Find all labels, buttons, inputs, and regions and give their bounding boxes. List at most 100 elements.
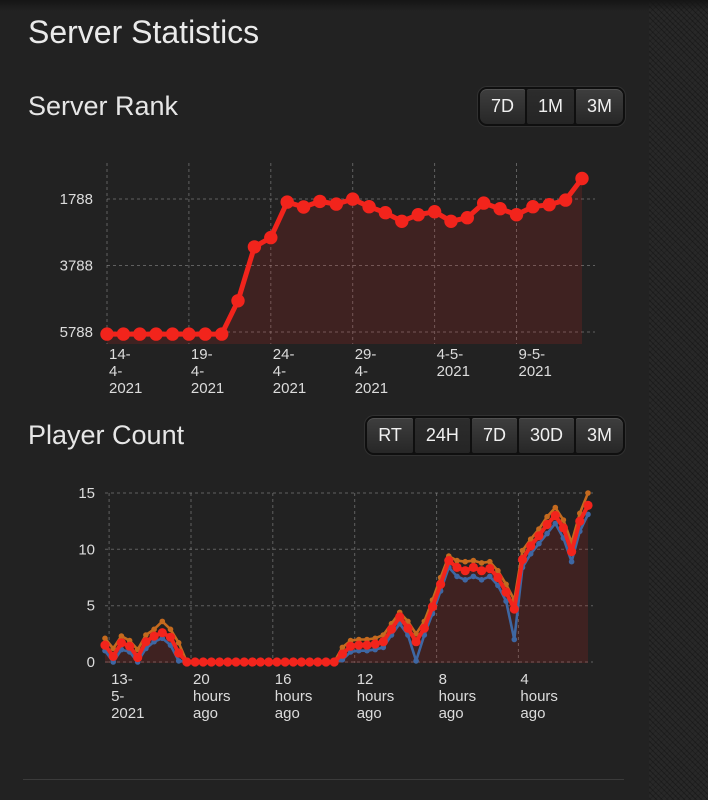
data-point [460,566,470,576]
data-point [102,635,108,642]
data-point [264,230,278,245]
x-tick-label: 29-4-2021 [355,346,388,397]
data-point [395,612,405,622]
data-point [413,658,419,664]
data-point [215,657,225,667]
x-tick-label: 14-4-2021 [109,346,142,397]
y-tick-label: 0 [87,654,95,671]
x-tick-label: 19-4-2021 [191,346,224,397]
range-button-1m[interactable]: 1M [526,88,574,124]
data-point [329,657,339,667]
data-point [478,577,485,583]
data-point [215,327,229,341]
x-tick-label: 13-5-2021 [111,671,144,722]
y-tick-label: 3788 [60,258,93,275]
data-point [550,510,560,521]
data-point [378,206,393,220]
series-rank [100,171,589,341]
data-point [141,637,151,647]
data-point [165,327,180,341]
data-point [419,623,429,633]
data-point [487,558,493,565]
range-button-rt[interactable]: RT [367,417,413,453]
data-point [511,636,518,643]
range-button-3m[interactable]: 3M [575,88,623,124]
data-point [370,639,380,649]
data-point [509,208,524,222]
data-point [288,657,298,667]
data-point [552,520,559,527]
data-point [585,511,591,518]
player-count-title: Player Count [28,419,185,450]
range-button-7d[interactable]: 7D [479,88,525,124]
data-point [206,657,216,667]
data-point [542,519,552,530]
data-point [542,198,556,212]
data-point [534,531,544,541]
x-tick-label: 8 hours ago [439,671,477,722]
data-point [143,632,149,638]
data-point [108,651,118,662]
data-point [470,573,477,580]
data-point [495,567,501,574]
data-point [329,197,343,211]
data-point [125,641,135,651]
data-point [536,540,542,547]
charts-canvas[interactable]: 1788 3788 5788 14-4-2021 19-4-2021 24-4-2021 2… [0,0,649,800]
range-button-24h[interactable]: 24H [414,417,470,453]
data-point [403,623,413,633]
data-point [503,598,509,604]
data-point [454,557,460,564]
data-point [558,193,573,207]
data-point [198,657,208,667]
rank-range-button-group: 7D 1M 3M [477,86,625,126]
y-tick-label: 10 [78,541,95,558]
player-count-header: Player Count RT 24H 7D 30D 3M [28,413,625,457]
range-button-7d[interactable]: 7D [471,417,517,453]
area-fill [105,505,588,663]
data-point [182,657,192,667]
data-point [100,640,110,650]
range-button-3m[interactable]: 3M [575,417,623,453]
data-point [462,577,469,583]
data-point [223,657,233,667]
data-point [133,327,147,341]
data-point [427,205,442,219]
x-tick-label: 20 hours ago [193,671,231,722]
data-point [110,645,116,652]
data-point [378,637,388,647]
data-point [362,200,376,214]
data-point [386,624,397,634]
data-point [517,554,528,565]
data-point [509,604,519,614]
range-button-30d[interactable]: 30D [518,417,574,453]
rank-chart[interactable]: 1788 3788 5788 14-4-2021 19-4-2021 24-4-2021 2… [60,163,595,397]
data-point [411,208,425,222]
data-point [339,644,346,651]
x-tick-label: 24-4-2021 [273,346,306,397]
data-point [175,640,182,646]
x-tick-label: 4 hours ago [520,671,558,722]
data-point [460,211,474,225]
divider [23,779,624,780]
data-point [444,556,454,566]
data-point [354,640,364,650]
data-point [575,516,585,526]
data-point [501,587,511,597]
server-rank-title: Server Rank [28,90,179,121]
data-point [519,547,526,554]
data-point [470,557,477,564]
y-tick-label: 5788 [60,324,93,341]
content-panel: 1788 3788 5788 14-4-2021 19-4-2021 24-4-2021 2… [0,0,649,800]
data-point [190,657,200,667]
players-chart[interactable]: 0 5 10 15 13-5-2021 20 hours ago 16 hours ago 12 hou… [78,485,593,722]
y-tick-label: 1788 [60,191,93,208]
data-point [568,558,575,565]
data-point [280,657,290,667]
data-point [133,652,143,663]
data-point [585,490,591,496]
data-point [477,196,491,210]
data-point [493,202,507,216]
data-point [247,240,262,254]
axis-labels: 0 5 10 15 13-5-2021 20 hours ago 16 hours ago 12 hou… [78,485,558,722]
